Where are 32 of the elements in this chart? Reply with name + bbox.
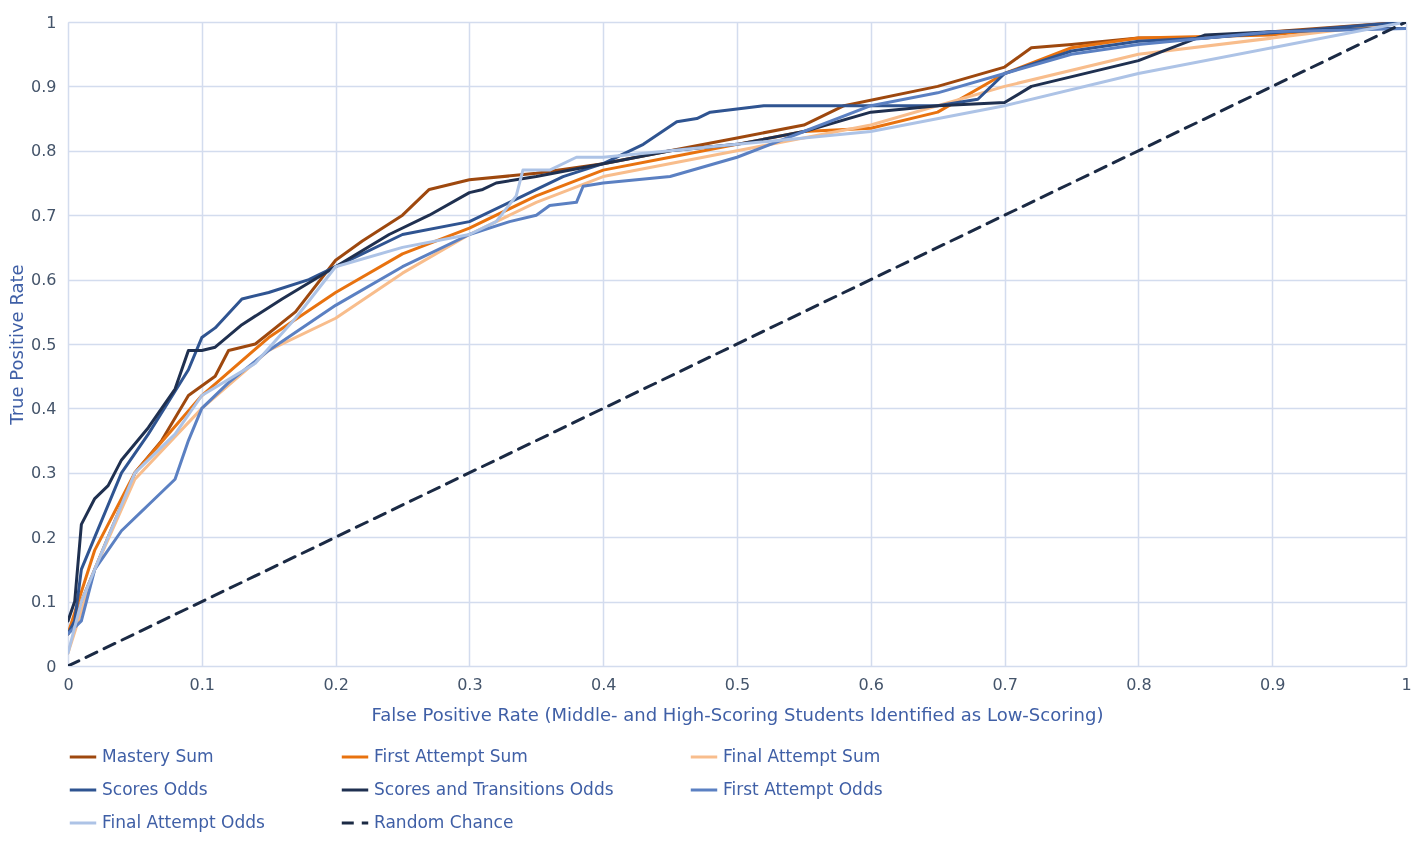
x-tick-label: 0.8	[1126, 674, 1152, 694]
legend-label: First Attempt Sum	[374, 746, 528, 766]
x-tick-label: 0.2	[323, 674, 349, 694]
y-tick-label: 0.9	[31, 76, 57, 96]
y-tick-label: 0.4	[31, 398, 57, 418]
x-tick-label: 0.7	[992, 674, 1018, 694]
x-tick-label: 0.4	[590, 674, 617, 694]
y-tick-label: 0	[46, 656, 57, 676]
legend-label: Scores Odds	[102, 779, 208, 799]
y-tick-label: 0.8	[31, 141, 57, 161]
legend-label: First Attempt Odds	[723, 779, 883, 799]
legend-label: Random Chance	[374, 812, 514, 832]
y-tick-label: 0.6	[31, 270, 57, 290]
x-tick-label: 0.3	[457, 674, 483, 694]
y-tick-label: 0.2	[31, 527, 57, 547]
x-tick-label: 0.9	[1259, 674, 1286, 694]
x-tick-label: 0.1	[189, 674, 216, 694]
y-axis-title: True Positive Rate	[6, 264, 28, 426]
y-tick-label: 1	[46, 12, 57, 32]
legend-label: Scores and Transitions Odds	[374, 779, 614, 799]
y-tick-label: 0.3	[31, 463, 57, 483]
x-axis-title: False Positive Rate (Middle- and High-Scoring Students Identified as Low-Scoring)	[371, 703, 1104, 725]
x-tick-label: 0.5	[724, 674, 751, 694]
x-tick-label: 0	[63, 674, 74, 694]
legend-label: Final Attempt Sum	[723, 746, 881, 766]
legend-label: Final Attempt Odds	[102, 812, 266, 832]
x-tick-label: 1	[1401, 674, 1412, 694]
y-tick-label: 0.7	[31, 205, 57, 225]
legend-label: Mastery Sum	[102, 746, 214, 766]
y-tick-label: 0.5	[31, 334, 57, 354]
y-tick-label: 0.1	[31, 592, 57, 612]
x-tick-label: 0.6	[858, 674, 885, 694]
